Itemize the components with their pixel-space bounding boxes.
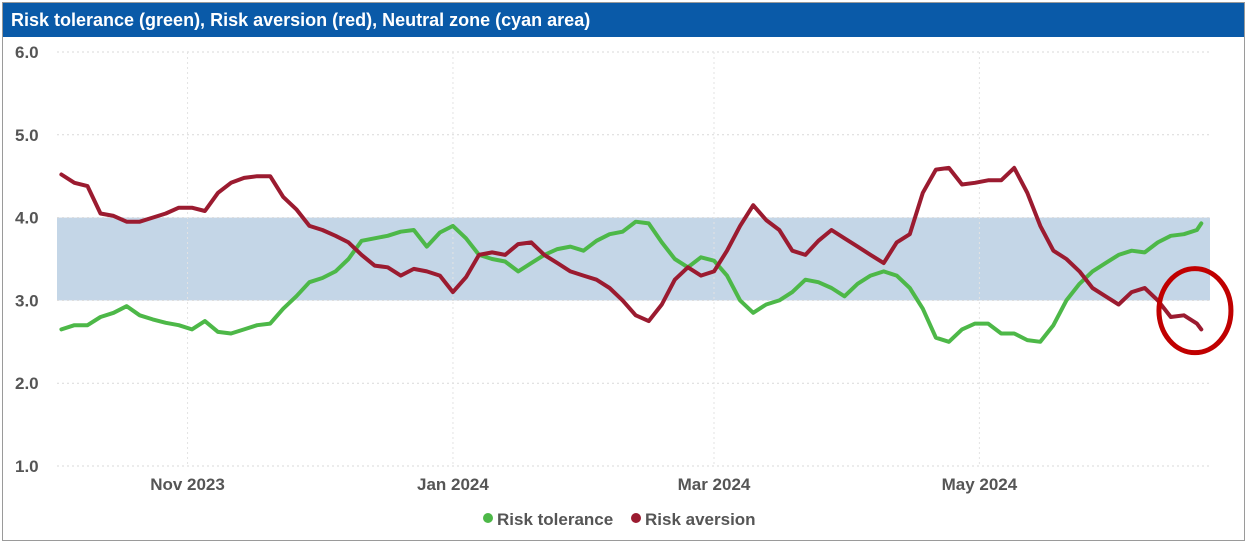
series-line-risk-tolerance [59, 219, 1204, 344]
y-tick-label: 4.0 [15, 209, 39, 228]
legend-label: Risk tolerance [497, 510, 613, 529]
y-tick-label: 3.0 [15, 291, 39, 310]
x-tick-label: Jan 2024 [417, 475, 489, 494]
x-tick-label: May 2024 [942, 475, 1018, 494]
highlight-circle [1156, 266, 1234, 356]
x-tick-label: Nov 2023 [150, 475, 225, 494]
y-tick-label: 5.0 [15, 126, 39, 145]
legend-marker [483, 513, 493, 523]
chart-title: Risk tolerance (green), Risk aversion (r… [11, 10, 591, 30]
title-bar: Risk tolerance (green), Risk aversion (r… [3, 3, 1244, 37]
y-tick-label: 1.0 [15, 457, 39, 476]
series-line-risk-aversion [59, 165, 1204, 332]
y-tick-label: 2.0 [15, 374, 39, 393]
x-tick-label: Mar 2024 [678, 475, 751, 494]
neutral-zone-band [57, 217, 1210, 301]
legend-marker [631, 513, 641, 523]
legend-label: Risk aversion [645, 510, 756, 529]
y-tick-label: 6.0 [15, 43, 39, 62]
